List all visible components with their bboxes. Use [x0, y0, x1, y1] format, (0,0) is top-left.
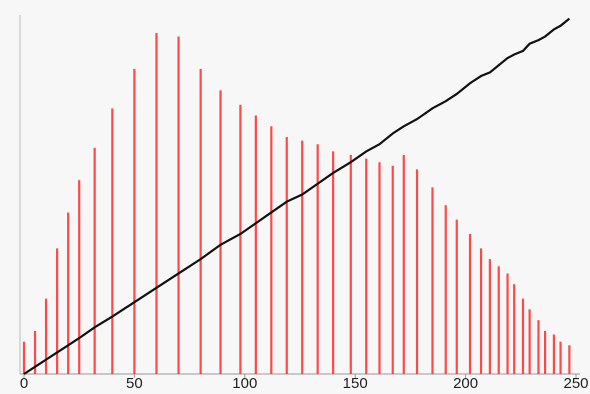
x-tick-label: 0: [20, 375, 28, 392]
x-tick-label: 100: [232, 375, 257, 392]
x-tick-label: 200: [453, 375, 478, 392]
chart: 0 50 100 150 200 250: [0, 0, 590, 394]
x-tick-label: 150: [343, 375, 368, 392]
x-tick-label: 50: [126, 375, 143, 392]
x-tick-label: 250: [563, 375, 588, 392]
